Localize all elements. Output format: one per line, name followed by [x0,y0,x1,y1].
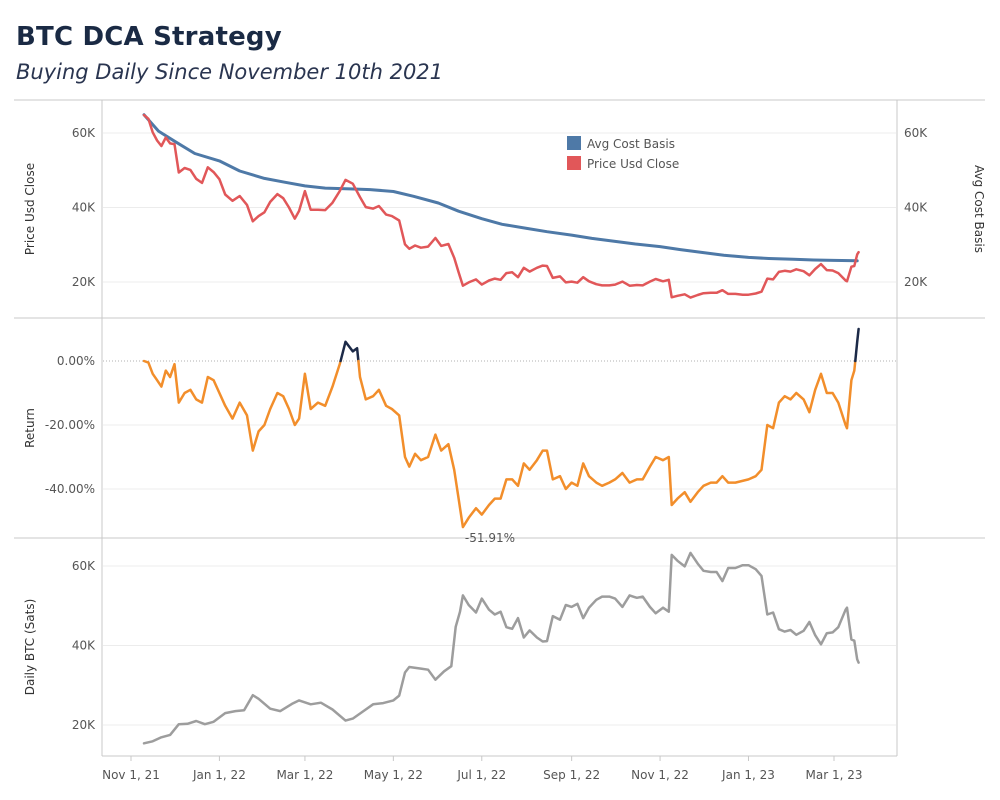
y-tick-label: -20.00% [45,418,95,432]
chart-title: BTC DCA Strategy [16,22,282,52]
y-tick-label: 20K [72,718,96,732]
x-tick-label: Jan 1, 22 [192,768,246,782]
y2-axis-title: Avg Cost Basis [972,165,986,253]
y-tick-label: 60K [72,126,96,140]
y-tick-label: 0.00% [57,354,95,368]
y-tick-label: 40K [72,639,96,653]
y2-tick-label: 60K [904,126,928,140]
y-axis-title: Return [23,408,37,448]
x-tick-label: Sep 1, 22 [543,768,600,782]
y-tick-label: 20K [72,275,96,289]
chart-subtitle: Buying Daily Since November 10th 2021 [16,60,444,84]
y2-tick-label: 40K [904,201,928,215]
series-return-line [142,359,342,452]
series-return-line [339,340,360,363]
x-tick-label: Jan 1, 23 [721,768,775,782]
x-tick-label: Nov 1, 22 [631,768,689,782]
series-price-usd-close-line [142,113,860,299]
y-tick-label: -40.00% [45,482,95,496]
y-axis-title: Daily BTC (Sats) [23,599,37,696]
legend-swatch [567,156,581,170]
legend-label: Price Usd Close [587,157,679,171]
legend-swatch [567,136,581,150]
x-tick-label: May 1, 22 [364,768,423,782]
series-daily-btc-line [142,551,860,745]
y-tick-label: 60K [72,559,96,573]
series-return-line [357,359,857,529]
legend-label: Avg Cost Basis [587,137,675,151]
x-tick-label: Nov 1, 21 [102,768,160,782]
series-avg-cost-basis-line [142,113,859,263]
x-tick-label: Jul 1, 22 [456,768,506,782]
y-tick-label: 40K [72,201,96,215]
series-return-line [854,327,860,363]
min-return-annotation: -51.91% [465,531,515,545]
y-axis-title: Price Usd Close [23,163,37,255]
x-tick-label: Mar 1, 22 [276,768,333,782]
y2-tick-label: 20K [904,275,928,289]
x-tick-label: Mar 1, 23 [806,768,863,782]
